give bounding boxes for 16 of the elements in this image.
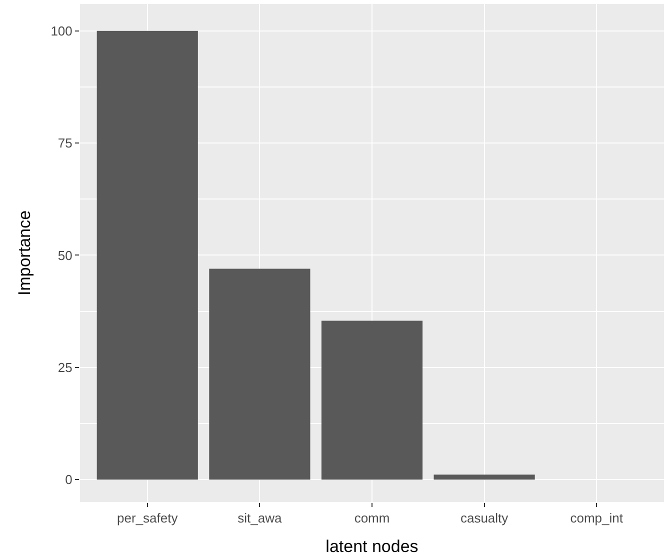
- y-tick-label: 50: [58, 248, 72, 263]
- x-tick-label: casualty: [460, 510, 509, 526]
- x-tick-label: sit_awa: [238, 510, 282, 526]
- x-tick-label: comm: [354, 510, 390, 526]
- y-tick-label: 0: [65, 472, 72, 488]
- y-tick-label: 75: [58, 136, 72, 151]
- y-tick-label: 25: [58, 360, 72, 375]
- bar: [209, 268, 310, 480]
- bar: [96, 30, 198, 480]
- y-tick-label: 100: [50, 23, 72, 38]
- x-tick-label: per_safety: [117, 510, 178, 526]
- x-axis-title: latent nodes: [326, 537, 418, 556]
- bar: [434, 474, 535, 480]
- x-tick-label: comp_int: [570, 510, 624, 526]
- y-axis-title: Importance: [15, 210, 34, 296]
- bar: [321, 320, 423, 480]
